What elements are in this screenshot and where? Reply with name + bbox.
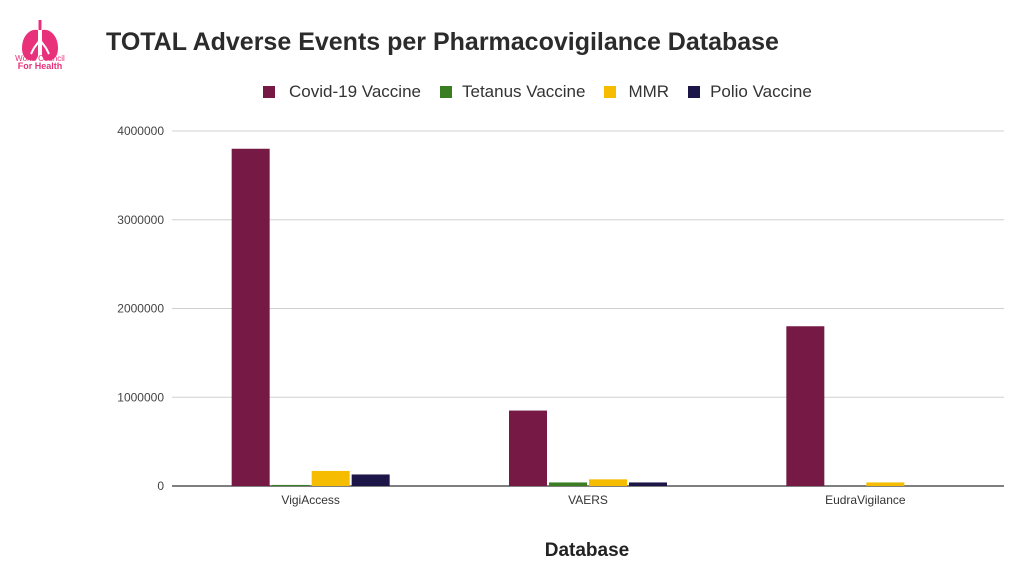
bar-mmr-vigiaccess	[311, 470, 350, 486]
x-tick-label: VigiAccess	[281, 493, 339, 507]
bar-polio-vaccine-vigiaccess	[351, 474, 390, 486]
legend-label-polio: Polio Vaccine	[710, 82, 812, 101]
chart-legend: Covid-19 Vaccine Tetanus Vaccine MMR Pol…	[263, 82, 831, 102]
legend-label-covid: Covid-19 Vaccine	[289, 82, 421, 101]
y-tick-label: 3000000	[117, 213, 164, 227]
bar-covid-19-vaccine-vigiaccess	[231, 148, 270, 486]
x-axis-title: Database	[544, 540, 630, 561]
logo	[12, 16, 68, 72]
legend-swatch-mmr	[604, 86, 617, 98]
y-tick-label: 4000000	[117, 124, 164, 138]
bar-mmr-eudravigilance	[866, 482, 905, 486]
logo-text-line1: World Council	[15, 54, 65, 63]
chart-title: TOTAL Adverse Events per Pharmacovigilan…	[106, 28, 779, 56]
x-tick-label: EudraVigilance	[825, 493, 906, 507]
legend-swatch-covid	[263, 86, 275, 98]
lungs-logo-icon	[22, 20, 58, 61]
bar-covid-19-vaccine-vaers	[509, 410, 547, 486]
legend-item-mmr: MMR	[604, 82, 669, 102]
bar-polio-vaccine-vaers	[629, 482, 667, 486]
legend-label-tetanus: Tetanus Vaccine	[461, 82, 586, 101]
legend-label-mmr: MMR	[628, 82, 670, 101]
y-tick-label: 0	[157, 479, 164, 493]
y-tick-label: 2000000	[117, 302, 164, 316]
bar-covid-19-vaccine-eudravigilance	[786, 326, 825, 486]
y-tick-label: 1000000	[117, 390, 164, 404]
bar-tetanus-vaccine-vaers	[549, 482, 587, 486]
legend-item-polio: Polio Vaccine	[688, 82, 812, 102]
logo-text-line2: For Health	[17, 61, 63, 71]
legend-item-tetanus: Tetanus Vaccine	[439, 82, 586, 102]
legend-swatch-polio	[688, 86, 701, 98]
legend-swatch-tetanus	[439, 86, 452, 98]
bar-tetanus-vaccine-vigiaccess	[271, 484, 310, 486]
bar-mmr-vaers	[589, 479, 627, 486]
x-tick-label: VAERS	[568, 493, 608, 507]
legend-item-covid: Covid-19 Vaccine	[263, 82, 421, 102]
